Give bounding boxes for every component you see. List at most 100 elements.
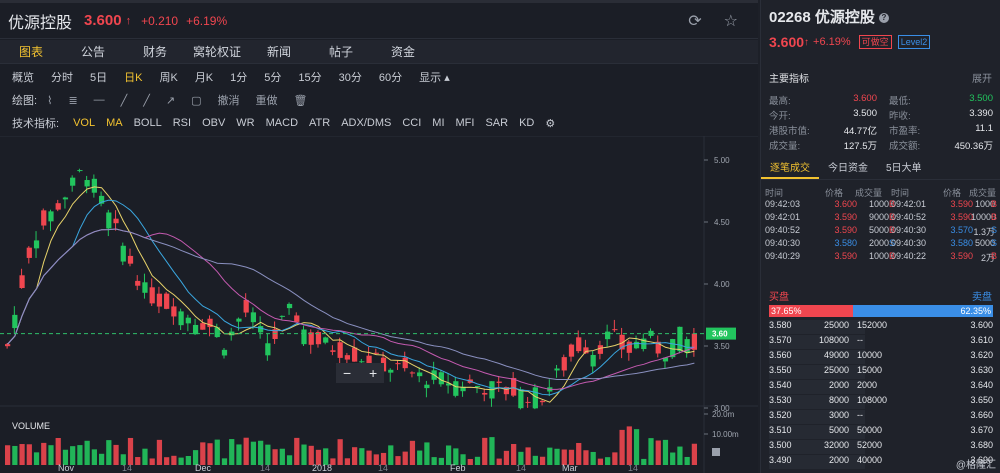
period-daily[interactable]: 日K [124, 72, 143, 84]
orderbook-cell: 25000 [823, 365, 849, 375]
volume-bar [279, 448, 285, 465]
volume-bar [19, 444, 25, 465]
kv-label: 成交额: [889, 141, 921, 152]
candle-body [258, 326, 264, 333]
zoom-out-button[interactable]: − [343, 365, 351, 381]
tab-funds[interactable]: 资金 [390, 45, 415, 59]
candle-body [106, 212, 112, 229]
orderbook-cell: 50000 [857, 425, 883, 435]
volume-bar [670, 452, 676, 465]
trade-cell: 2000 [868, 238, 889, 248]
indicator-cci[interactable]: CCI [402, 117, 422, 129]
zoom-control[interactable] [336, 363, 384, 383]
indicator-ma[interactable]: MA [106, 117, 123, 129]
level2-badge[interactable]: Level2 [897, 35, 931, 49]
period-monthly[interactable]: 月K [194, 72, 214, 84]
bid-ratio: 37.65% [769, 305, 854, 317]
tab-chart[interactable]: 图表 [18, 45, 43, 59]
candle-body [619, 334, 625, 350]
tab-today-funds[interactable]: 今日资金 [828, 163, 868, 174]
volume-bar [294, 437, 300, 465]
indicator-adx[interactable]: ADX/DMS [341, 117, 392, 129]
candlestick-chart[interactable]: 5.00 4.50 4.00 3.50 3.00 3.60 − + VOLUME 20.0m 10.… [0, 136, 758, 473]
help-icon[interactable]: ? [878, 13, 889, 24]
hline-tool-icon[interactable]: — [93, 94, 105, 106]
candle-body [684, 339, 690, 353]
undo-button[interactable]: 撤消 [217, 95, 240, 107]
volume-bar [207, 443, 213, 465]
zoom-in-button[interactable]: + [369, 365, 377, 381]
period-60min[interactable]: 60分 [378, 72, 403, 84]
indicator-rsi[interactable]: RSI [172, 117, 192, 129]
kv-row: 成交量: 127.5万 成交额: 450.36万 [769, 138, 993, 152]
tab-tick-trades[interactable]: 逐笔成交 [761, 158, 819, 179]
tab-posts[interactable]: 帖子 [328, 45, 353, 59]
period-1min[interactable]: 1分 [230, 72, 248, 84]
candle-body [438, 372, 444, 385]
refresh-icon[interactable]: ⟳ [688, 13, 702, 30]
side-price: 3.600 [769, 34, 805, 50]
candle-body [286, 303, 293, 309]
indicator-boll[interactable]: BOLL [133, 117, 162, 129]
x-axis-label: 14 [260, 463, 270, 473]
indicator-obv[interactable]: OBV [202, 117, 226, 129]
bid-row-bg [769, 440, 865, 454]
period-5day[interactable]: 5日 [90, 72, 108, 84]
indicator-wr[interactable]: WR [236, 117, 255, 129]
period-30min[interactable]: 30分 [338, 72, 362, 84]
trend-tool-icon[interactable]: ⌇ [47, 94, 53, 107]
th-price: 价格 [943, 188, 962, 198]
x-axis-label: 14 [516, 463, 526, 473]
candle-body [62, 197, 69, 200]
star-icon[interactable]: ☆ [723, 13, 738, 30]
indicator-sar[interactable]: SAR [485, 117, 509, 129]
tab-financials[interactable]: 财务 [142, 45, 167, 59]
rect-tool-icon[interactable]: ▢ [191, 94, 202, 107]
candle-body [127, 255, 134, 264]
volume-bar [113, 444, 119, 465]
indicator-atr[interactable]: ATR [309, 117, 331, 129]
volume-bar [171, 455, 177, 465]
arrow-tool-icon[interactable]: ↗ [165, 94, 176, 107]
period-5min[interactable]: 5分 [264, 72, 282, 84]
settings-gear-icon[interactable]: ⚙ [545, 117, 556, 130]
quote-header: 优源控股 3.600 ↑ +0.210 +6.19% ⟳ ☆ [0, 3, 758, 39]
segment-tool-icon[interactable]: ╱ [143, 94, 150, 107]
volume-bar [395, 456, 401, 465]
ray-tool-icon[interactable]: ╱ [120, 94, 128, 107]
period-intraday[interactable]: 分时 [51, 72, 73, 84]
tab-news[interactable]: 新闻 [266, 45, 291, 59]
volume-bar [518, 451, 524, 465]
lines-tool-icon[interactable]: ≣ [68, 94, 78, 107]
x-axis-label: 14 [628, 463, 638, 473]
volume-bar [525, 447, 531, 465]
expand-link[interactable]: 展开 [972, 74, 992, 85]
tab-5day-big[interactable]: 5日大单 [886, 163, 922, 174]
x-axis-label: Feb [450, 463, 466, 473]
trade-cell: B [991, 199, 998, 209]
indicator-macd[interactable]: MACD [265, 117, 299, 129]
trash-icon[interactable]: 🗑 [293, 94, 308, 107]
indicator-mi[interactable]: MI [432, 117, 445, 129]
trade-cell: 09:40:52 [891, 212, 927, 222]
candle-body [221, 349, 228, 356]
indicator-mfi[interactable]: MFI [455, 117, 475, 129]
indicator-kd[interactable]: KD [519, 117, 535, 129]
display-dropdown[interactable]: 显示 ▴ [419, 72, 450, 84]
x-axis-label: 14 [378, 463, 388, 473]
candle-body [597, 345, 604, 354]
candle-body [655, 341, 661, 354]
period-15min[interactable]: 15分 [298, 72, 322, 84]
bid-row-bg [769, 395, 865, 409]
redo-button[interactable]: 重做 [255, 95, 278, 107]
period-weekly[interactable]: 周K [159, 72, 178, 84]
volume-bar [156, 439, 163, 465]
period-overview[interactable]: 概览 [12, 72, 34, 84]
tab-announcements[interactable]: 公告 [80, 45, 105, 59]
volume-bar [135, 457, 141, 465]
trade-cell: B [889, 225, 896, 235]
indicator-vol[interactable]: VOL [73, 117, 96, 129]
tab-warrants[interactable]: 窝轮权证 [192, 45, 241, 59]
candle-body [445, 383, 452, 386]
price-change: +0.210 [141, 13, 179, 28]
